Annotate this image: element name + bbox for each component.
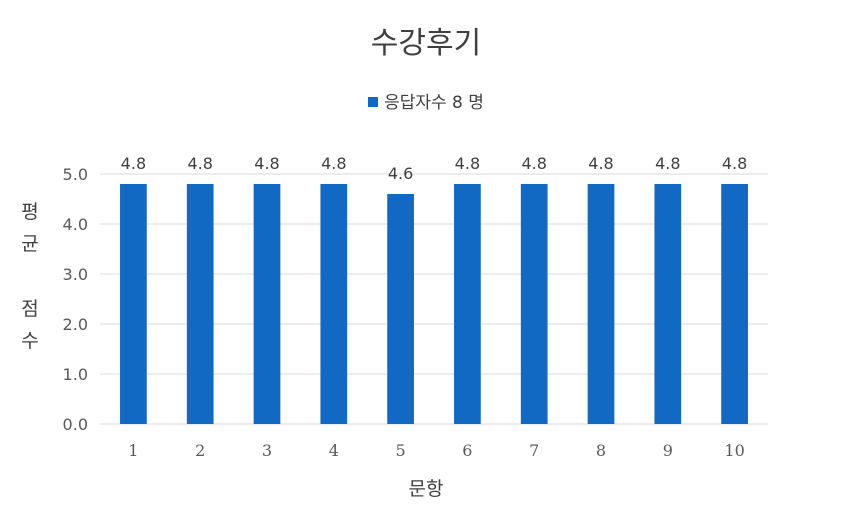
y-tick-label: 5.0: [63, 165, 88, 184]
data-label: 4.6: [388, 164, 413, 183]
bar: [387, 194, 414, 424]
y-axis-label: 평 균 점 수: [21, 201, 39, 353]
y-tick-label: 0.0: [63, 415, 88, 434]
x-tick-label: 8: [596, 441, 606, 460]
data-label: 4.8: [321, 154, 346, 173]
legend-label: 응답자수 8 명: [384, 93, 484, 113]
x-tick-label: 10: [724, 441, 744, 460]
chart-title: 수강후기: [370, 26, 482, 61]
bar: [520, 184, 548, 424]
legend: 응답자수 8 명: [0, 88, 852, 113]
data-label: 4.8: [187, 154, 212, 173]
x-tick-label: 1: [128, 441, 138, 460]
x-tick-label: 7: [529, 441, 539, 460]
x-tick-label: 2: [195, 441, 205, 460]
legend-swatch: [368, 97, 379, 107]
x-tick-label: 5: [396, 441, 406, 460]
x-axis-label: 문항: [408, 478, 444, 500]
data-label: 4.8: [521, 154, 546, 173]
y-tick-label: 1.0: [63, 365, 88, 384]
data-label: 4.8: [254, 154, 279, 173]
bar: [721, 184, 748, 424]
x-tick-label: 9: [663, 441, 673, 460]
y-tick-label: 3.0: [63, 265, 88, 284]
bar: [186, 184, 214, 424]
data-label: 4.8: [588, 154, 613, 173]
x-tick-label: 3: [262, 441, 272, 460]
bar: [320, 184, 348, 424]
data-label: 4.8: [722, 154, 747, 173]
data-label: 4.8: [121, 154, 146, 173]
data-label: 4.8: [655, 154, 680, 173]
bar: [587, 184, 615, 424]
bar: [654, 184, 682, 424]
y-tick-label: 4.0: [63, 215, 88, 234]
bar: [120, 184, 147, 424]
bar: [253, 184, 281, 424]
bar: [454, 184, 481, 424]
y-tick-label: 2.0: [63, 315, 88, 334]
data-label: 4.8: [455, 154, 480, 173]
x-tick-label: 4: [329, 441, 339, 460]
x-tick-label: 6: [462, 441, 472, 460]
